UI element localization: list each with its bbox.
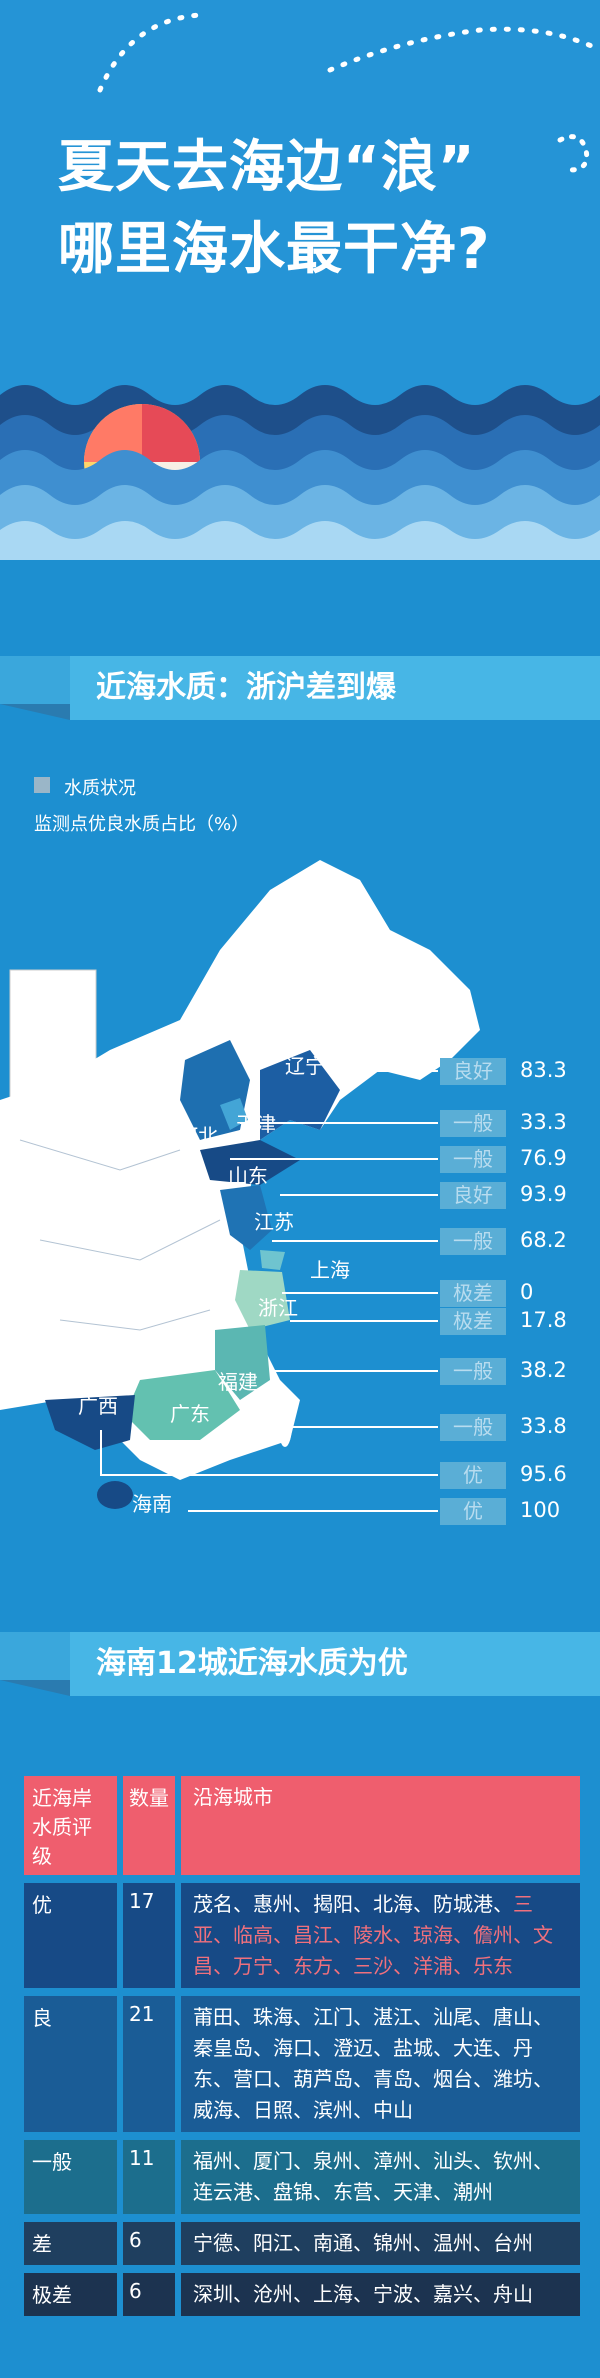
header-count: 数量 [123,1776,175,1875]
header-cities: 沿海城市 [181,1776,580,1875]
label-hainan: 海南 [132,1492,172,1516]
status-shanghai: 极差 [440,1280,506,1307]
value-shandong: 93.9 [520,1182,567,1206]
title-line-2: 哪里海水最干净? [58,217,491,282]
status-hainan: 优 [440,1498,506,1525]
legend-label: 水质状况 [64,778,136,799]
value-fujian: 38.2 [520,1358,567,1382]
value-jiangsu: 68.2 [520,1228,567,1252]
map-subtitle: 监测点优良水质占比（%） [34,814,250,835]
label-guangdong: 广东 [170,1402,210,1426]
region-jiangsu [220,1185,272,1250]
label-zhejiang: 浙江 [258,1296,298,1320]
table-row: 良 21 莆田、珠海、江门、湛江、汕尾、唐山、秦皇岛、海口、澄迈、盐城、大连、丹… [24,1996,580,2132]
status-guangxi: 优 [440,1462,506,1489]
table-header: 近海岸 水质评级 数量 沿海城市 [24,1776,580,1875]
region-shanghai [260,1250,285,1270]
china-coast-map [0,860,480,1509]
header-decoration [0,12,600,560]
value-guangdong: 33.8 [520,1414,567,1438]
table-row: 差 6 宁德、阳江、南通、锦州、温州、台州 [24,2222,580,2265]
value-shanghai: 0 [520,1280,534,1304]
region-taiwan [278,1403,292,1447]
status-hebei: 一般 [440,1146,506,1173]
status-jiangsu: 一般 [440,1228,506,1255]
label-hebei: 河北 [178,1124,218,1148]
label-shandong: 山东 [228,1164,268,1188]
water-quality-table: 近海岸 水质评级 数量 沿海城市 优 17 茂名、惠州、揭阳、北海、防城港、三亚… [24,1776,580,2324]
value-hainan: 100 [520,1498,561,1522]
region-liaoning [260,1050,340,1140]
header-banner: 夏天去海边“浪” 哪里海水最干净? [0,0,600,560]
region-fujian [215,1325,270,1400]
label-liaoning: 辽宁 [285,1054,325,1078]
status-guangdong: 一般 [440,1414,506,1441]
label-shanghai: 上海 [310,1258,350,1282]
region-guangxi [45,1395,135,1450]
status-shandong: 良好 [440,1182,506,1209]
ribbon-tail [0,704,70,720]
status-tianjin: 一般 [440,1110,506,1137]
region-guangdong [125,1370,240,1440]
status-fujian: 一般 [440,1358,506,1385]
value-tianjin: 33.3 [520,1110,567,1134]
label-jiangsu: 江苏 [254,1210,294,1234]
section-title-hainan: 海南12城近海水质为优 [70,1632,600,1696]
status-liaoning: 良好 [440,1058,506,1085]
value-hebei: 76.9 [520,1146,567,1170]
region-hainan [97,1481,133,1509]
status-zhejiang: 极差 [440,1308,506,1335]
label-guangxi: 广西 [78,1394,118,1418]
table-row: 优 17 茂名、惠州、揭阳、北海、防城港、三亚、临高、昌江、陵水、琼海、儋州、文… [24,1883,580,1988]
value-guangxi: 95.6 [520,1462,567,1486]
table-row: 极差 6 深圳、沧州、上海、宁波、嘉兴、舟山 [24,2273,580,2316]
value-liaoning: 83.3 [520,1058,567,1082]
region-shandong [200,1140,300,1185]
label-fujian: 福建 [218,1370,258,1394]
ribbon-tail-2 [0,1680,70,1696]
region-zhejiang [235,1270,290,1330]
table-row: 一般 11 福州、厦门、泉州、漳州、汕头、钦州、连云港、盘锦、东营、天津、潮州 [24,2140,580,2214]
legend-swatch [34,777,50,793]
label-tianjin: 天津 [236,1112,276,1136]
header-grade: 近海岸 水质评级 [24,1776,117,1875]
section-title-water-quality: 近海水质：浙沪差到爆 [70,656,600,720]
title-line-1: 夏天去海边“浪” [58,135,476,200]
value-zhejiang: 17.8 [520,1308,567,1332]
